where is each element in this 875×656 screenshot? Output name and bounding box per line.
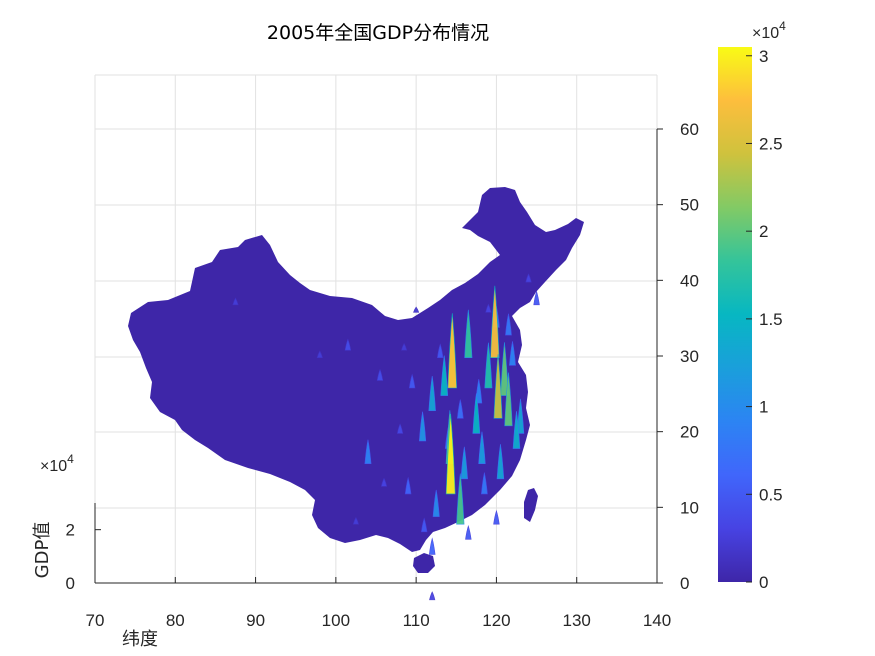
x-tick-label: 110 bbox=[403, 611, 430, 630]
y-tick-label: 20 bbox=[680, 423, 699, 442]
gdp-peak bbox=[428, 537, 436, 555]
gdp-peak bbox=[364, 439, 372, 464]
colorbar-tick-label: 1 bbox=[759, 398, 768, 417]
gdp-peak bbox=[428, 375, 436, 411]
x-tick-label: 120 bbox=[482, 611, 510, 630]
gdp-peak bbox=[533, 290, 540, 306]
gdp-peak bbox=[376, 368, 384, 381]
gdp-peak bbox=[505, 313, 512, 336]
y-tick-label: 10 bbox=[680, 498, 699, 517]
hainan-island bbox=[413, 553, 435, 573]
gdp-peak bbox=[413, 306, 420, 313]
gdp-peak bbox=[445, 413, 456, 495]
gdp-peak bbox=[504, 372, 513, 427]
gdp-peak bbox=[493, 509, 500, 525]
gdp-peak bbox=[493, 354, 503, 419]
gdp-peak bbox=[485, 303, 492, 313]
colorbar-tick-label: 3 bbox=[759, 47, 768, 66]
gdp-peak bbox=[232, 297, 239, 306]
gdp-peak bbox=[429, 591, 436, 601]
colorbar-ticks: 0 0.5 1 1.5 2 2.5 3 bbox=[746, 47, 783, 592]
z-axis-exponent: ×104 bbox=[40, 452, 74, 475]
gdp-peak bbox=[472, 393, 481, 434]
gdp-peak bbox=[404, 476, 412, 495]
gdp-peak bbox=[478, 431, 486, 464]
gdp-peak bbox=[440, 355, 449, 396]
gdp-peak bbox=[496, 444, 505, 480]
gdp-peak bbox=[516, 398, 525, 434]
z-tick-label: 0 bbox=[66, 574, 75, 593]
gdp-peak bbox=[420, 517, 428, 533]
gdp-peak bbox=[481, 472, 488, 495]
z-axis-label: GDP值 bbox=[32, 522, 53, 579]
gdp-peak bbox=[344, 338, 352, 351]
gdp-peak bbox=[447, 313, 457, 389]
x-tick-label: 80 bbox=[166, 611, 185, 630]
y-tick-label: 40 bbox=[680, 271, 699, 290]
gdp-peak bbox=[490, 285, 500, 359]
gdp-peak bbox=[352, 516, 359, 525]
gdp-peak bbox=[484, 342, 493, 389]
china-map-surface bbox=[128, 187, 584, 552]
gdp-peak bbox=[432, 489, 440, 517]
x-tick-label: 70 bbox=[86, 611, 105, 630]
x-axis-ticks: 70 80 90 100 110 120 130 140 bbox=[86, 577, 671, 630]
y-axis-ticks: 0 10 20 30 40 50 60 bbox=[657, 120, 699, 593]
x-tick-label: 140 bbox=[643, 611, 671, 630]
gdp-peak bbox=[525, 273, 532, 283]
colorbar-exponent: ×104 bbox=[752, 19, 786, 42]
gdp-peak bbox=[456, 399, 464, 419]
x-tick-label: 130 bbox=[563, 611, 591, 630]
gdp-peak bbox=[380, 477, 388, 487]
gdp-peak bbox=[396, 423, 404, 434]
colorbar-tick-label: 0 bbox=[759, 573, 768, 592]
gdp-peak bbox=[512, 411, 521, 449]
y-tick-label: 60 bbox=[680, 120, 699, 139]
y-tick-label: 50 bbox=[680, 196, 699, 215]
gdp-peak bbox=[464, 309, 473, 359]
gdp-peak bbox=[316, 350, 323, 359]
chart-title: 2005年全国GDP分布情况 bbox=[267, 22, 489, 44]
x-axis-label: 纬度 bbox=[122, 629, 158, 650]
colorbar-tick-label: 2.5 bbox=[759, 134, 783, 153]
z-axis-ticks: 02 bbox=[66, 521, 101, 593]
colorbar-tick-label: 1.5 bbox=[759, 310, 783, 329]
z-tick-label: 2 bbox=[66, 521, 75, 540]
gdp-peak bbox=[465, 525, 472, 540]
x-tick-label: 100 bbox=[322, 611, 350, 630]
colorbar-tick-label: 0.5 bbox=[759, 485, 783, 504]
gdp-peaks bbox=[232, 273, 540, 601]
gdp-peak bbox=[460, 446, 468, 480]
gdp-peak bbox=[437, 343, 444, 359]
y-tick-label: 30 bbox=[680, 347, 699, 366]
colorbar-tick-label: 2 bbox=[759, 222, 768, 241]
gdp-peak bbox=[419, 411, 427, 442]
y-tick-label: 0 bbox=[680, 574, 689, 593]
gdp-peak bbox=[509, 341, 516, 366]
gdp-peak bbox=[408, 373, 416, 389]
gdp-peak bbox=[456, 473, 465, 525]
taiwan-island bbox=[524, 488, 538, 522]
colorbar bbox=[718, 47, 752, 582]
x-tick-label: 90 bbox=[246, 611, 265, 630]
gdp-peak bbox=[401, 342, 408, 351]
